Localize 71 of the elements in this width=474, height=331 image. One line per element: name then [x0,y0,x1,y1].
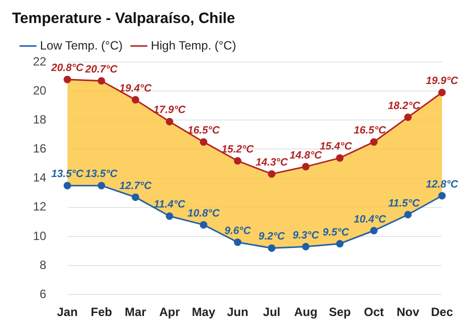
x-tick-label: Jul [263,305,280,320]
point [200,138,208,146]
x-tick-label: Oct [364,305,384,320]
data-label: 11.4°C [154,198,186,211]
data-label: 19.4°C [119,82,152,94]
data-label: 20.7°C [84,64,118,76]
data-label: 11.5°C [388,197,420,210]
data-label: 13.5°C [85,168,118,180]
point [438,88,446,96]
point [64,182,72,190]
x-tick-label: May [192,305,216,320]
data-label: 9.2°C [258,230,286,243]
point [64,76,72,84]
point [132,193,140,201]
x-tick-label: Jan [57,305,78,320]
point [98,77,106,85]
point [166,118,174,126]
legend-label: Low Temp. (°C) [40,38,123,52]
x-tick-label: Aug [294,305,318,320]
point [302,162,310,170]
point [370,226,378,234]
point [166,212,174,220]
data-label: 20.8°C [50,62,84,74]
x-tick-label: Apr [159,305,180,320]
y-tick-label: 20 [32,83,47,98]
point [268,244,276,252]
data-label: 12.8°C [426,178,459,190]
point [132,96,140,104]
data-label: 15.2°C [222,143,254,156]
legend-label: High Temp. (°C) [150,38,236,52]
chart-title: Temperature - Valparaíso, Chile [12,10,236,28]
x-tick-label: Jun [226,305,248,320]
point [404,210,412,218]
point [98,182,106,190]
point [404,113,412,121]
data-label: 10.8°C [187,207,220,220]
point [234,238,242,246]
point [336,240,344,248]
point [302,242,310,250]
x-tick-label: Feb [90,305,112,320]
y-tick-label: 8 [40,258,47,272]
data-label: 12.7°C [119,180,152,192]
y-tick-label: 16 [32,142,47,156]
y-tick-label: 6 [40,286,47,301]
y-tick-label: 10 [32,228,47,243]
point [370,138,378,146]
data-label: 9.6°C [224,224,252,237]
x-tick-label: Nov [396,305,420,320]
data-label: 10.4°C [354,213,386,226]
data-label: 13.5°C [51,168,84,180]
x-tick-label: Sep [328,305,351,320]
data-label: 14.3°C [256,156,288,169]
data-label: 18.2°C [388,100,420,112]
x-tick-label: Dec [430,305,454,320]
y-tick-label: 12 [32,200,47,214]
data-label: 16.5°C [187,124,220,137]
x-tick-label: Mar [124,305,146,320]
point [336,154,344,162]
data-label: 9.5°C [322,226,350,238]
y-tick-label: 22 [32,54,47,68]
y-tick-label: 14 [32,170,47,185]
data-label: 9.3°C [292,229,320,242]
point [200,221,208,229]
data-label: 14.8°C [290,149,322,162]
data-label: 17.9°C [153,104,186,116]
data-label: 19.9°C [426,75,459,88]
point [268,170,276,178]
point [234,157,242,165]
point [438,192,446,200]
data-label: 16.5°C [354,124,386,137]
y-tick-label: 18 [32,112,47,126]
